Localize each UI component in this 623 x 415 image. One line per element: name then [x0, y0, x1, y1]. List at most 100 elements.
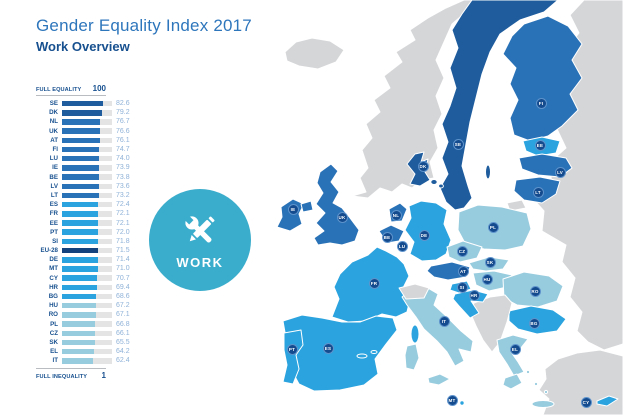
bar-value: 73.6	[116, 182, 130, 190]
bar-fill	[62, 110, 102, 116]
bar-row-se: SE 82.6	[36, 99, 168, 108]
full-inequality-value: 1	[101, 371, 106, 381]
island-corsica	[410, 324, 420, 344]
bar-value: 62.4	[116, 357, 130, 365]
map-label-ie: IE	[287, 203, 299, 215]
bar-value: 76.6	[116, 127, 130, 135]
country-code-label: AT	[50, 136, 58, 144]
map-label-mt: MT	[446, 394, 458, 406]
bar-fill	[62, 100, 104, 107]
country-code-label: SE	[49, 100, 58, 108]
bar-row-eu-28: EU-28 71.5	[36, 246, 168, 255]
country-se[interactable]	[439, 0, 559, 211]
bar-value: 79.2	[116, 109, 130, 117]
bar-value: 71.4	[116, 256, 130, 264]
bar-row-at: AT 76.1	[36, 136, 168, 145]
bar-value: 72.1	[116, 219, 130, 227]
bar-value: 71.0	[116, 265, 130, 273]
island-menorca	[370, 350, 378, 354]
work-domain-button[interactable]: WORK	[149, 189, 251, 291]
bar-value: 73.9	[116, 164, 130, 172]
country-code-label: LT	[50, 191, 58, 199]
country-code-label: EL	[50, 348, 58, 356]
country-pt[interactable]	[282, 329, 304, 385]
country-code-label: MT	[49, 265, 58, 273]
bar-fill	[62, 174, 99, 180]
country-code-label: LU	[49, 155, 58, 163]
page-title: Gender Equality Index 2017	[36, 16, 252, 35]
bar-row-hu: HU 67.2	[36, 301, 168, 310]
bar-row-be: BE 73.8	[36, 173, 168, 182]
country-code-label: CZ	[49, 329, 58, 337]
bar-track	[62, 201, 112, 208]
bar-track	[62, 183, 112, 190]
bar-track	[62, 146, 112, 153]
map-label-de: DE	[418, 229, 430, 241]
country-uk[interactable]	[313, 163, 360, 246]
bar-track	[62, 238, 112, 245]
island-aegean-1	[525, 369, 531, 375]
bar-fill	[62, 358, 94, 364]
bar-row-lu: LU 74.0	[36, 154, 168, 163]
bar-fill	[62, 284, 97, 291]
map-label-si: SI	[456, 281, 468, 293]
header: Gender Equality Index 2017 Work Overview	[36, 16, 252, 54]
bar-track	[62, 247, 112, 254]
bar-row-ee: EE 72.1	[36, 218, 168, 227]
page-subtitle: Work Overview	[36, 39, 130, 54]
bar-track	[62, 128, 112, 134]
country-code-label: NL	[49, 118, 58, 126]
bar-track	[62, 155, 112, 162]
bar-value: 66.1	[116, 329, 130, 337]
island-mallorca	[356, 353, 368, 359]
bar-row-nl: NL 76.7	[36, 117, 168, 126]
bar-row-pt: PT 72.0	[36, 228, 168, 237]
country-mt[interactable]	[459, 400, 465, 406]
country-cy[interactable]	[596, 395, 619, 407]
bar-fill	[62, 146, 100, 153]
bar-row-hr: HR 69.4	[36, 283, 168, 292]
bar-track	[62, 293, 112, 300]
country-code-label: IT	[52, 357, 59, 365]
island-funen	[438, 183, 444, 189]
bar-row-sk: SK 65.5	[36, 338, 168, 347]
bar-fill	[62, 220, 99, 226]
bar-track	[62, 266, 112, 272]
bar-value: 76.7	[116, 118, 130, 126]
bar-track	[62, 220, 112, 226]
bar-track	[62, 192, 112, 199]
bar-track	[62, 302, 112, 309]
bar-fill	[62, 321, 96, 327]
map-label-at: AT	[457, 265, 469, 277]
country-uk-northern-ireland[interactable]	[300, 200, 314, 213]
island-sicily	[427, 373, 451, 386]
island-sardinia	[404, 343, 420, 371]
map-label-lt: LT	[532, 186, 544, 198]
bar-track	[62, 229, 112, 235]
island-crete	[531, 400, 555, 408]
bar-value: 64.2	[116, 348, 130, 356]
map-label-es: ES	[322, 342, 334, 354]
country-el[interactable]	[496, 334, 529, 377]
bar-fill	[62, 155, 99, 162]
country-iceland	[284, 37, 345, 70]
country-fi[interactable]	[502, 15, 583, 142]
bar-value: 66.8	[116, 320, 130, 328]
map-label-sk: SK	[484, 256, 496, 268]
ranking-panel: FULL EQUALITY 100 SE 82.6 DK 79.2 NL 76.7 UK 76…	[36, 84, 168, 380]
country-it[interactable]	[401, 286, 474, 367]
country-code-label: FR	[49, 210, 58, 218]
country-code-label: DK	[49, 109, 58, 117]
map-label-ro: RO	[529, 285, 541, 297]
bar-value: 69.4	[116, 283, 130, 291]
bar-fill	[62, 302, 96, 309]
map-label-fi: FI	[535, 97, 547, 109]
bar-fill	[62, 266, 98, 272]
bar-track	[62, 100, 112, 107]
country-es[interactable]	[282, 314, 398, 392]
bar-fill	[62, 339, 95, 346]
bar-fill	[62, 119, 101, 125]
bar-row-ie: IE 73.9	[36, 163, 168, 172]
bar-track	[62, 339, 112, 346]
